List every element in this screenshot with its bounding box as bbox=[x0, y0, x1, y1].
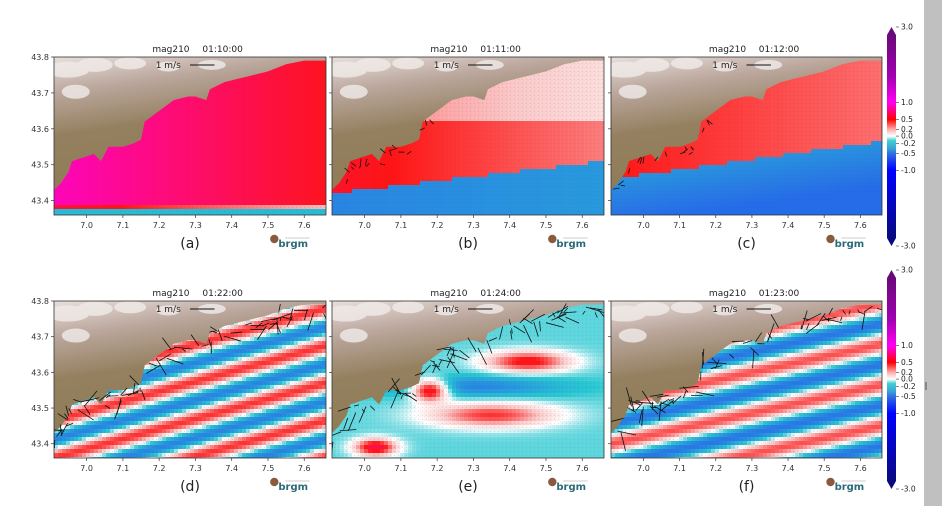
map-area bbox=[324, 57, 605, 218]
panels-group: mag210 01:10:00 1 m/s 43.8 43.7 43.6 43.5 43.4 7… bbox=[31, 45, 884, 495]
panel-title-time: 01:10:00 bbox=[202, 45, 243, 55]
y-tick-label: 43.5 bbox=[31, 161, 49, 170]
y-tick-label: 43.6 bbox=[31, 125, 49, 134]
logo-text: brgm bbox=[278, 239, 308, 250]
panel-a: mag210 01:10:00 1 m/s 43.8 43.7 43.6 43.5 43.4 7… bbox=[31, 45, 326, 252]
y-tick-label: 43.4 bbox=[31, 197, 49, 206]
x-tick-label: 7.4 bbox=[225, 221, 238, 230]
logo-globe-icon bbox=[270, 235, 278, 243]
panel-b: mag210 01:11:001 m/s7.0 7.1 7.2 7.3 7.4 7.5 7.6… bbox=[324, 45, 605, 252]
x-tick-label: 7.2 bbox=[153, 221, 166, 230]
x-tick-label: 7.0 bbox=[80, 221, 93, 230]
figure-canvas: mag210 01:10:00 1 m/s 43.8 43.7 43.6 43.5 43.4 7… bbox=[0, 0, 942, 506]
y-tick-label: 43.7 bbox=[31, 89, 49, 98]
panel-title-name: mag210 bbox=[152, 45, 189, 55]
x-tick-label: 7.1 bbox=[117, 221, 130, 230]
map-area bbox=[46, 57, 327, 218]
x-tick-label: 7.3 bbox=[189, 221, 202, 230]
x-tick-label: 7.5 bbox=[262, 221, 275, 230]
brgm-logo: brgm bbox=[270, 235, 310, 250]
y-tick-label: 43.8 bbox=[31, 53, 49, 62]
panel-label: (a) bbox=[180, 236, 200, 252]
scale-label: 1 m/s bbox=[156, 61, 181, 71]
x-tick-label: 7.6 bbox=[298, 221, 311, 230]
